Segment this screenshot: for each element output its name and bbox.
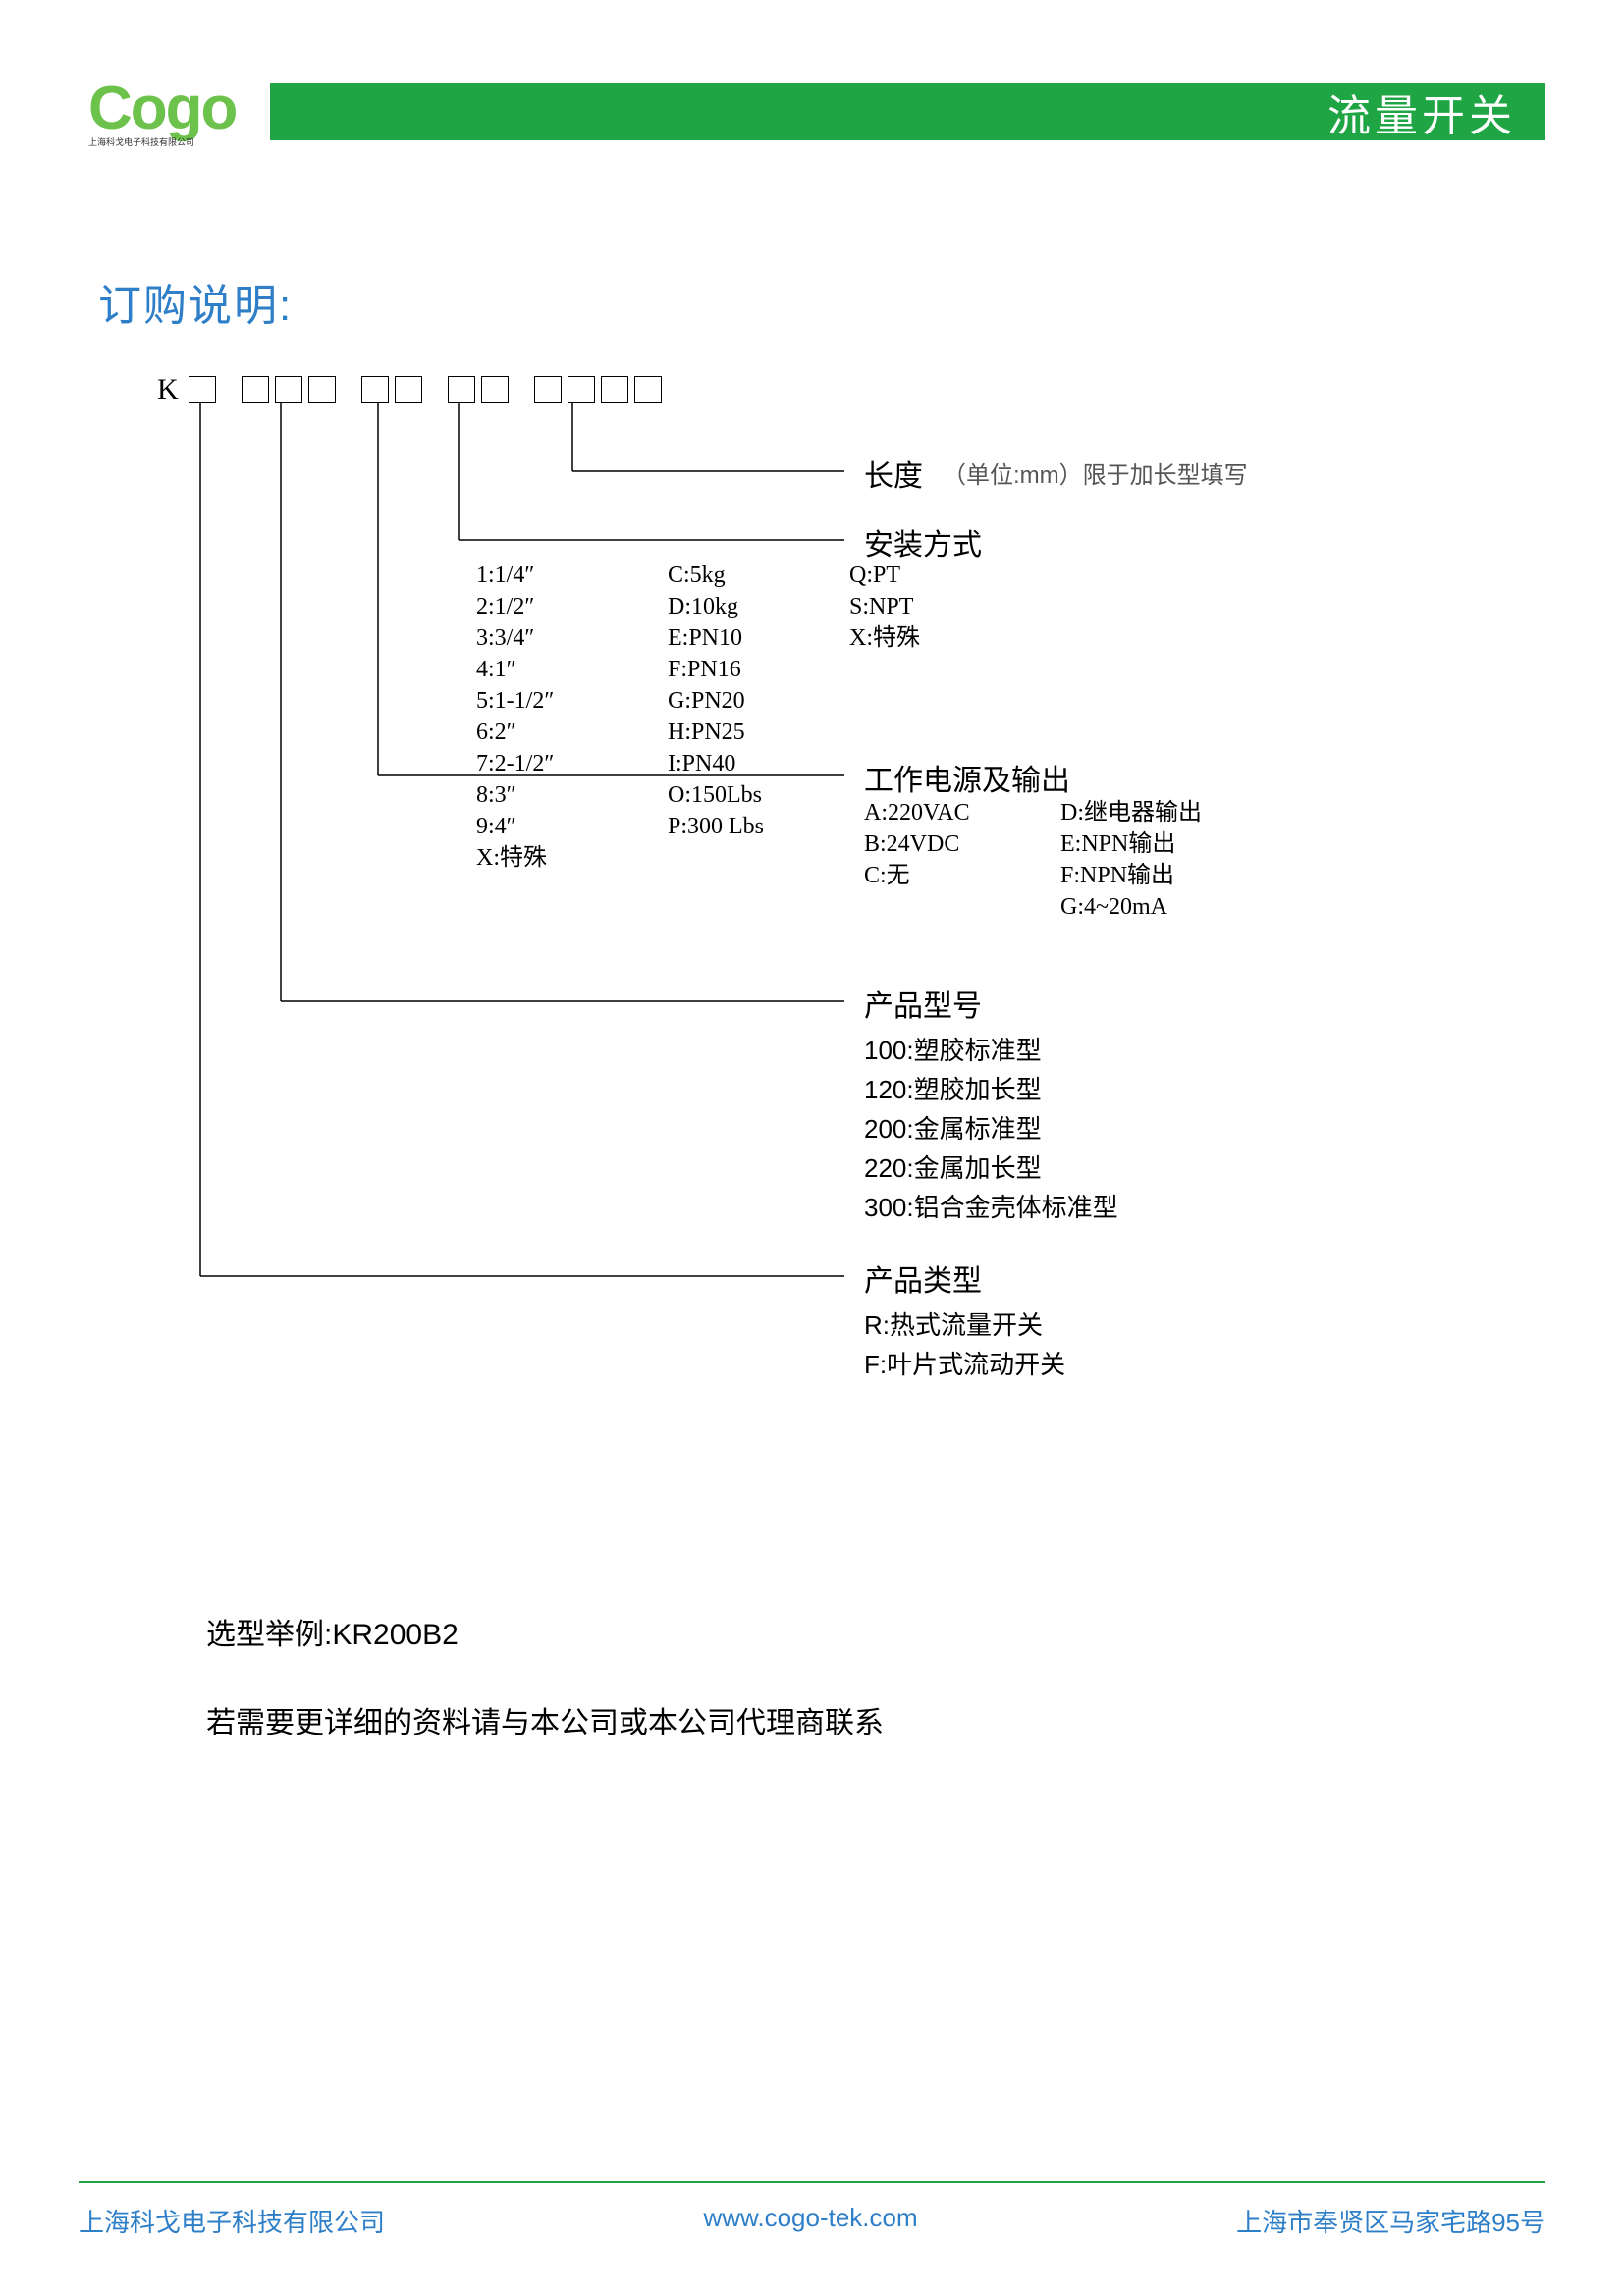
option-item: X:特殊	[849, 622, 920, 654]
option-item: 200:金属标准型	[864, 1109, 1118, 1148]
option-item: I:PN40	[668, 748, 764, 779]
footer-address: 上海市奉贤区马家宅路95号	[1236, 2203, 1545, 2239]
branch-label: 产品型号	[864, 982, 982, 1025]
option-item: H:PN25	[668, 717, 764, 748]
footer-company: 上海科戈电子科技有限公司	[79, 2203, 385, 2239]
branch-label: 工作电源及输出	[864, 756, 1070, 799]
option-column: Q:PTS:NPTX:特殊	[849, 560, 920, 654]
code-box	[448, 376, 475, 403]
code-box	[242, 376, 269, 403]
option-column: 100:塑胶标准型120:塑胶加长型200:金属标准型220:金属加长型300:…	[864, 1031, 1118, 1227]
option-item: Q:PT	[849, 560, 920, 591]
branch-label: 产品类型	[864, 1256, 982, 1300]
code-row: K	[157, 373, 681, 406]
option-item: A:220VAC	[864, 797, 970, 828]
code-box	[634, 376, 662, 403]
option-item: S:NPT	[849, 591, 920, 622]
code-prefix: K	[157, 373, 179, 406]
section-title: 订购说明:	[98, 270, 293, 333]
header-bar: 流量开关	[270, 83, 1545, 140]
code-box	[308, 376, 336, 403]
option-item: 1:1/4″	[476, 560, 554, 591]
option-item: F:NPN输出	[1060, 860, 1202, 891]
option-item: F:叶片式流动开关	[864, 1345, 1065, 1384]
code-box	[395, 376, 422, 403]
option-item: 3:3/4″	[476, 622, 554, 654]
option-column: C:5kgD:10kgE:PN10F:PN16G:PN20H:PN25I:PN4…	[668, 560, 764, 842]
option-item: 2:1/2″	[476, 591, 554, 622]
diagram-lines	[157, 373, 1483, 1571]
option-item: 100:塑胶标准型	[864, 1031, 1118, 1070]
code-box	[568, 376, 595, 403]
example-line2: 若需要更详细的资料请与本公司或本公司代理商联系	[206, 1698, 884, 1741]
code-box	[189, 376, 216, 403]
option-item: B:24VDC	[864, 828, 970, 860]
option-item: G:PN20	[668, 685, 764, 717]
code-box	[601, 376, 628, 403]
option-item: 6:2″	[476, 717, 554, 748]
footer: 上海科戈电子科技有限公司 www.cogo-tek.com 上海市奉贤区马家宅路…	[79, 2203, 1545, 2239]
option-item: 8:3″	[476, 779, 554, 811]
option-item: 300:铝合金壳体标准型	[864, 1188, 1118, 1227]
option-item: E:NPN输出	[1060, 828, 1202, 860]
option-column: 1:1/4″2:1/2″3:3/4″4:1″5:1-1/2″6:2″7:2-1/…	[476, 560, 554, 874]
option-item: 220:金属加长型	[864, 1148, 1118, 1188]
option-item: F:PN16	[668, 654, 764, 685]
footer-line	[79, 2181, 1545, 2183]
option-item: 120:塑胶加长型	[864, 1070, 1118, 1109]
branch-note: （单位:mm）限于加长型填写	[943, 455, 1248, 490]
option-item: X:特殊	[476, 842, 554, 874]
ordering-diagram: K 长度 （单位:mm）限于加长型填写安装方式 1:1/4″2:1/2″3:3/4″…	[157, 373, 1483, 1571]
option-item: P:300 Lbs	[668, 811, 764, 842]
option-item: 5:1-1/2″	[476, 685, 554, 717]
option-item: C:无	[864, 860, 970, 891]
footer-website: www.cogo-tek.com	[703, 2203, 917, 2239]
option-item: E:PN10	[668, 622, 764, 654]
option-item: C:5kg	[668, 560, 764, 591]
branch-label: 长度	[864, 452, 923, 495]
option-item: D:继电器输出	[1060, 797, 1202, 828]
example-line1: 选型举例:KR200B2	[206, 1610, 459, 1653]
option-item: O:150Lbs	[668, 779, 764, 811]
option-column: R:热式流量开关F:叶片式流动开关	[864, 1306, 1065, 1384]
header-title: 流量开关	[1327, 80, 1516, 143]
logo: Cogo 上海科戈电子科技有限公司	[88, 74, 236, 148]
option-item: D:10kg	[668, 591, 764, 622]
code-box	[481, 376, 509, 403]
code-box	[361, 376, 389, 403]
option-item: G:4~20mA	[1060, 891, 1202, 923]
option-column: D:继电器输出E:NPN输出F:NPN输出G:4~20mA	[1060, 797, 1202, 923]
code-box	[534, 376, 562, 403]
logo-main: Cogo	[88, 75, 236, 142]
option-item: 9:4″	[476, 811, 554, 842]
option-item: 4:1″	[476, 654, 554, 685]
option-item: 7:2-1/2″	[476, 748, 554, 779]
option-column: A:220VACB:24VDCC:无	[864, 797, 970, 891]
code-box	[275, 376, 302, 403]
option-item: R:热式流量开关	[864, 1306, 1065, 1345]
branch-label: 安装方式	[864, 520, 982, 563]
